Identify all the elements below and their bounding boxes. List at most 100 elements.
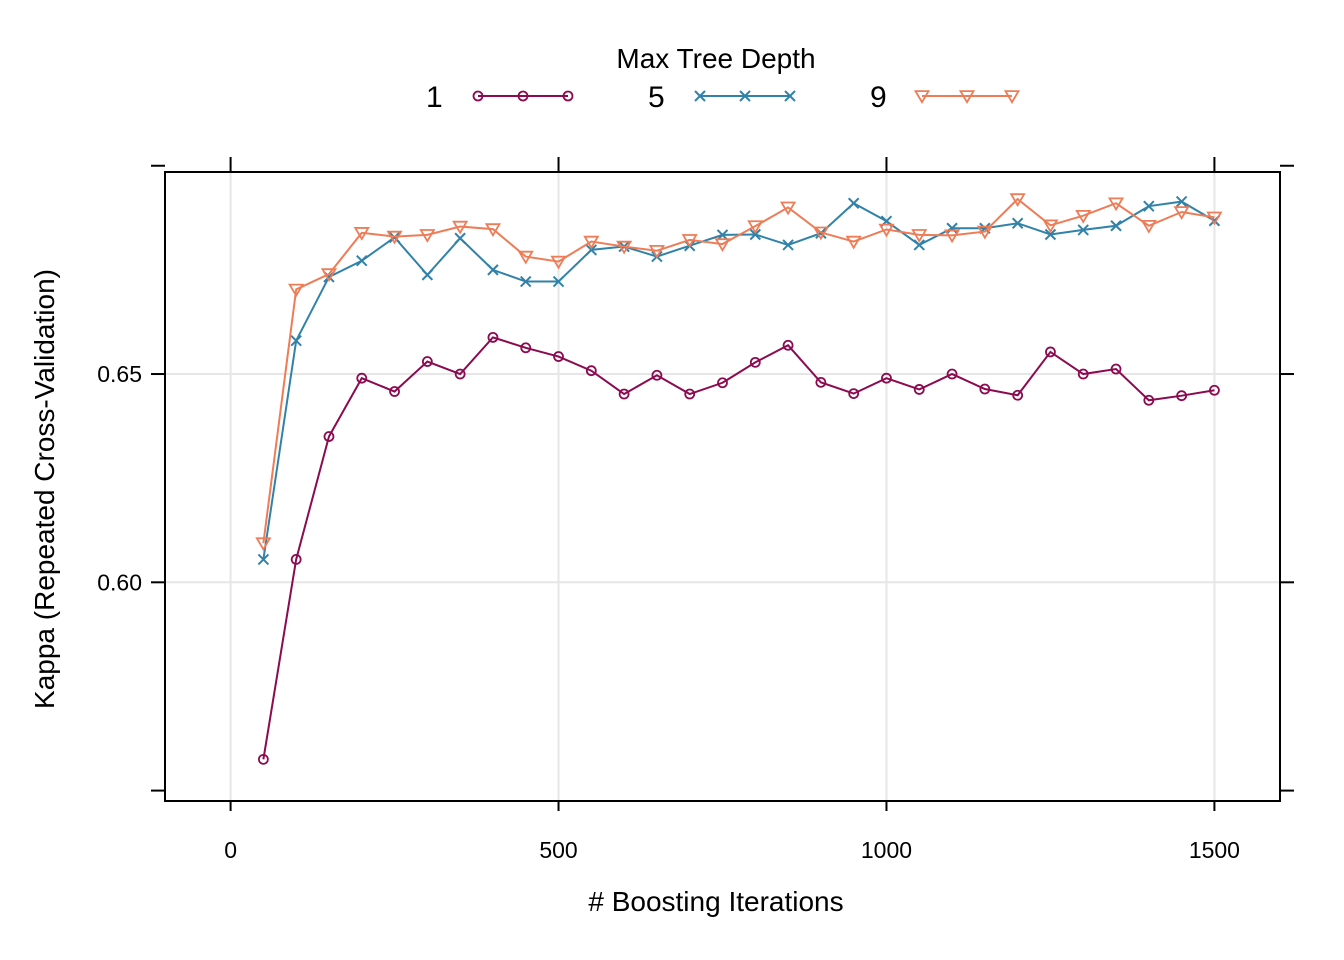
data-point [487,331,499,343]
legend-entry-9: 9 [870,81,1021,114]
data-point [749,228,762,241]
data-point [320,268,338,283]
data-point [976,225,993,240]
x-tick-label: 1500 [1189,837,1240,863]
data-point [386,230,403,245]
data-point [484,223,502,238]
data-point [520,275,532,288]
data-point [881,372,892,384]
data-point [714,238,731,253]
legend-marker [517,90,529,102]
data-point [1044,228,1057,241]
data-point [1077,224,1089,236]
legend-label: 9 [870,81,887,114]
y-axis-title: Kappa (Repeated Cross-Validation) [29,269,60,709]
data-point [878,223,895,238]
data-point [421,269,434,281]
series-layer [255,193,1223,765]
data-point [1077,368,1089,380]
data-point [911,229,928,243]
data-point [1011,217,1024,229]
data-point [290,334,302,347]
data-point [1045,346,1056,358]
data-point [1176,390,1188,402]
legend-label: 5 [648,81,665,114]
data-point [583,235,600,250]
legend-label: 1 [426,81,443,114]
data-point [1209,384,1220,396]
data-point [585,365,597,377]
data-point [288,283,305,298]
data-point [812,226,829,241]
data-point [848,388,860,400]
data-point [550,255,567,270]
data-point [487,264,499,276]
data-point [454,232,466,244]
x-axis-title: # Boosting Iterations [588,886,843,917]
x-tick-label: 0 [224,837,237,863]
y-tick-label: 0.60 [97,569,142,595]
data-point [356,255,368,267]
data-point [943,229,961,244]
legend-marker [1003,90,1021,104]
data-point [520,342,532,354]
data-point [257,753,269,765]
data-point [1175,195,1188,208]
data-point [553,351,564,362]
data-point [1009,193,1026,208]
data-point [618,388,630,400]
legend-marker [739,90,751,102]
data-point [419,229,436,243]
data-point [1206,211,1223,226]
data-point [1140,219,1157,234]
data-point [648,244,665,259]
legend-marker [694,90,706,102]
legend-marker [562,90,574,102]
data-point [454,368,466,380]
data-point [389,386,400,397]
data-point [780,201,797,216]
plot-panel [164,171,1281,802]
data-point [717,377,728,389]
data-point [452,220,469,235]
data-point [1042,219,1059,234]
legend-marker [472,90,484,102]
series-line [262,336,1215,760]
legend-entries: 1 5 9 [426,81,1021,114]
data-point [716,229,729,241]
data-point [782,239,794,251]
data-point [552,275,565,288]
data-point [1075,209,1092,224]
data-point [913,239,925,251]
x-tick-label: 500 [539,837,577,863]
data-point [255,537,272,552]
data-point [517,250,534,265]
legend-marker [913,90,931,104]
legend-title: Max Tree Depth [616,43,815,74]
series-1 [257,331,1220,765]
series-9 [255,193,1223,552]
legend-entry-5: 5 [648,81,796,114]
data-point [353,227,370,241]
data-point [585,244,598,256]
data-point [946,368,958,380]
data-point [356,372,368,384]
data-point [1143,394,1155,406]
legend-entry-1: 1 [426,81,574,114]
data-point [651,369,663,381]
legend-marker [784,90,796,102]
data-point [747,220,764,235]
data-point [323,431,335,442]
data-point [616,240,633,255]
data-point [421,356,433,367]
data-point [979,383,991,395]
legend-marker [958,90,976,104]
data-point [1143,200,1155,212]
data-point [684,388,696,400]
data-point [946,222,958,234]
y-tick-label: 0.65 [97,361,142,387]
grid [165,172,1280,801]
data-point [1107,197,1125,212]
legend: Max Tree Depth 1 5 9 [426,43,1021,114]
